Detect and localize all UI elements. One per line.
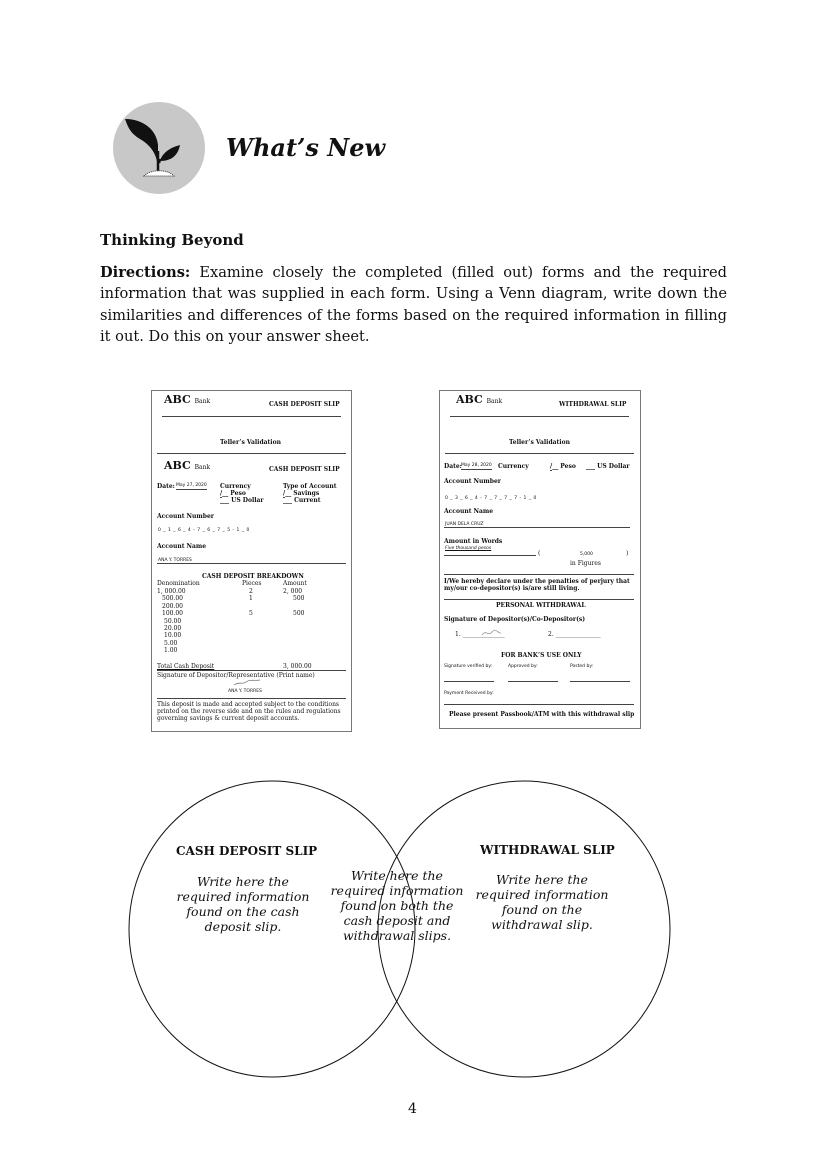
- disclaimer-line: governing savings & current deposit acco…: [157, 715, 300, 722]
- breakdown-cell: 1, 000.00: [157, 588, 186, 595]
- verified-by-label: Signature verified by:: [444, 664, 493, 669]
- breakdown-title: CASH DEPOSIT BREAKDOWN: [202, 573, 304, 580]
- signature-scribble: [481, 629, 502, 636]
- signature-scribble: [233, 679, 261, 686]
- total-label: Total Cash Deposit: [157, 663, 215, 670]
- venn-right-text: Write here the required information found …: [475, 872, 609, 932]
- section-title: What’s New: [226, 133, 386, 162]
- bank-use-heading: FOR BANK’S USE ONLY: [501, 652, 582, 659]
- withdrawal-slip: ABC Bank WITHDRAWAL SLIP Teller’s Valida…: [439, 390, 641, 729]
- column-header: Denomination: [157, 580, 200, 587]
- disclaimer-line: This deposit is made and accepted subjec…: [157, 701, 340, 708]
- teller-validation: Teller’s Validation: [509, 439, 570, 446]
- savings-option: /__ Savings: [283, 490, 320, 498]
- amount-figures-value: 5,000: [580, 552, 593, 557]
- payment-received-label: Payment Received by:: [444, 691, 494, 696]
- breakdown-cell: 200.00: [162, 602, 183, 610]
- figures-label: in Figures: [570, 560, 601, 567]
- amount-words-label: Amount in Words: [444, 538, 503, 545]
- account-number-label: Account Number: [444, 478, 501, 485]
- peso-option: /__ Peso: [220, 490, 246, 498]
- breakdown-cell: 1.00: [164, 647, 178, 655]
- subheading: Thinking Beyond: [100, 231, 244, 249]
- column-header: Pieces: [242, 580, 262, 587]
- breakdown-cell: 5: [249, 610, 253, 618]
- account-name-value: ANA Y. TORRES: [158, 558, 192, 563]
- personal-withdrawal-heading: PERSONAL WITHDRAWAL: [496, 602, 586, 609]
- current-option: ___ Current: [283, 497, 321, 504]
- breakdown-cell: 500.00: [162, 595, 183, 603]
- venn-left-title: CASH DEPOSIT SLIP: [176, 844, 318, 858]
- bank-logo: ABC Bank: [456, 393, 503, 406]
- bank-logo: ABC Bank: [164, 393, 211, 406]
- slip-footer: Please present Passbook/ATM with this wi…: [449, 711, 635, 718]
- signature-label: Signature of Depositor/Representative (P…: [157, 672, 315, 679]
- usd-option: ___ US Dollar: [220, 497, 264, 504]
- account-number-value: 0 _ 1 _ 6 _ 4 - 7 _ 6 _ 7 _ 5 - 1 _ 0: [158, 528, 250, 533]
- venn-right-title: WITHDRAWAL SLIP: [480, 843, 615, 857]
- account-name-label: Account Name: [157, 543, 207, 550]
- slip-title: CASH DEPOSIT SLIP: [269, 466, 340, 473]
- directions-label: Directions:: [100, 264, 191, 281]
- signature-2: 2. _______________: [548, 631, 601, 638]
- approved-by-label: Approved by:: [508, 664, 538, 669]
- slip-title: CASH DEPOSIT SLIP: [269, 401, 340, 408]
- breakdown-cell: 500: [293, 595, 305, 603]
- currency-label: Currency: [220, 483, 251, 490]
- directions-text: Examine closely the completed (filled ou…: [100, 264, 727, 345]
- breakdown-cell: 50.00: [164, 617, 182, 625]
- breakdown-cell: 2: [249, 588, 253, 595]
- signature-1: 1. ______________: [455, 631, 505, 638]
- plant-sprout-icon: [113, 102, 205, 194]
- signature-label: Signature of Depositor(s)/Co-Depositor(s…: [444, 616, 586, 623]
- cash-deposit-slip: ABC Bank CASH DEPOSIT SLIP Teller’s Vali…: [151, 390, 352, 732]
- date-label: Date:: [444, 463, 462, 470]
- account-number-label: Account Number: [157, 513, 214, 520]
- account-number-value: 0 _ 3 _ 6 _ 4 - 7 _ 7 _ 7 _ 7 - 1 _ 0: [445, 496, 537, 501]
- currency-label: Currency: [498, 463, 529, 470]
- date-value: May 28, 2020: [461, 463, 492, 470]
- signature-name: ANA Y. TORRES: [228, 689, 262, 694]
- date-value: May 27, 2020: [176, 483, 207, 490]
- column-header: Amount: [283, 580, 307, 587]
- breakdown-cell: 100.00: [162, 610, 183, 618]
- venn-left-text: Write here the required information found …: [176, 874, 310, 934]
- breakdown-cell: 500: [293, 610, 305, 618]
- peso-option: /__ Peso: [550, 463, 576, 471]
- date-label: Date:: [157, 483, 175, 490]
- breakdown-cell: 5.00: [164, 639, 178, 647]
- declaration-line: my/our co-depositor(s) is/are still livi…: [444, 585, 580, 592]
- teller-validation: Teller’s Validation: [220, 439, 281, 446]
- disclaimer-line: printed on the reverse side and on the r…: [157, 708, 341, 715]
- amount-words-value: Five thousand pesos: [445, 546, 492, 551]
- venn-middle-text: Write here the required information found …: [330, 868, 464, 943]
- breakdown-cell: 2, 000: [283, 588, 303, 595]
- account-type-label: Type of Account: [283, 483, 337, 490]
- account-name-value: JUAN DELA CRUZ: [445, 522, 484, 527]
- directions-paragraph: Directions: Examine closely the complete…: [100, 262, 727, 347]
- breakdown-cell: 20.00: [164, 625, 182, 632]
- bank-logo: ABC Bank: [164, 459, 211, 472]
- account-name-label: Account Name: [444, 508, 494, 515]
- usd-option: ___ US Dollar: [586, 463, 630, 470]
- breakdown-cell: 10.00: [164, 632, 182, 640]
- breakdown-cell: 1: [249, 595, 253, 603]
- declaration-line: I/We hereby declare under the penalties …: [444, 578, 630, 585]
- slip-title: WITHDRAWAL SLIP: [559, 401, 627, 408]
- posted-by-label: Posted by:: [570, 664, 594, 669]
- page-number: 4: [408, 1101, 417, 1117]
- total-value: 3, 000.00: [283, 663, 312, 670]
